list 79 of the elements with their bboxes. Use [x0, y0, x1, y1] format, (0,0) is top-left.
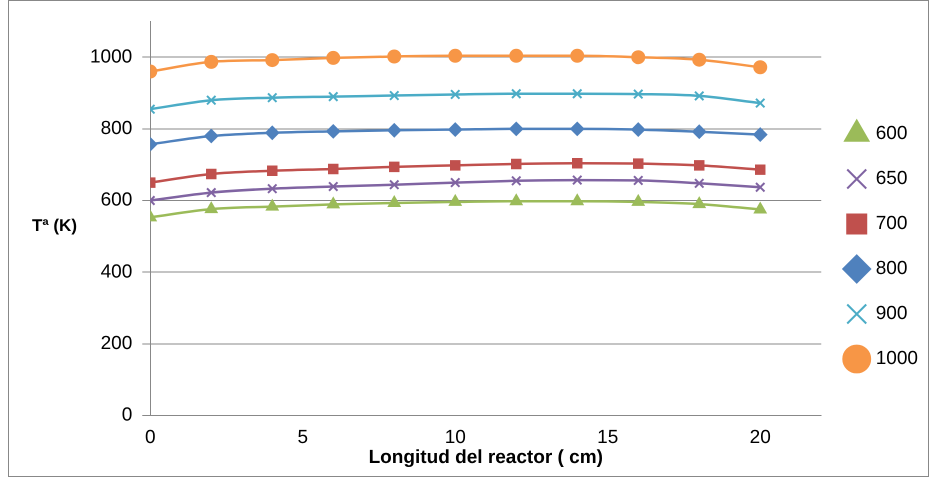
- x-tick-label: 5: [297, 427, 308, 448]
- point: [387, 123, 402, 138]
- y-tick-label: 200: [100, 333, 132, 354]
- point: [631, 50, 646, 64]
- point: [633, 175, 644, 186]
- y-tick-label: 800: [100, 118, 132, 140]
- y-tick-label: 0: [122, 404, 132, 426]
- x-tick-label: 10: [444, 427, 466, 448]
- point: [326, 50, 340, 65]
- point: [327, 197, 340, 208]
- point: [633, 88, 644, 100]
- point: [510, 194, 522, 206]
- point: [754, 182, 766, 192]
- legend-label: 650: [876, 168, 908, 190]
- point: [511, 88, 522, 99]
- point: [450, 177, 460, 188]
- point: [267, 166, 278, 176]
- point: [206, 168, 217, 180]
- point: [389, 90, 400, 101]
- point: [509, 48, 524, 63]
- y-axis-title: Tª (K): [32, 216, 77, 236]
- point: [206, 94, 217, 106]
- x-tick-label: 0: [144, 427, 156, 448]
- point: [266, 200, 278, 211]
- y-tick-label: 1000: [90, 46, 132, 68]
- point: [694, 90, 704, 102]
- point: [753, 60, 768, 74]
- point: [754, 164, 766, 175]
- point: [509, 122, 524, 136]
- point: [267, 183, 278, 194]
- legend-label: 1000: [876, 348, 918, 370]
- point: [204, 129, 218, 144]
- y-tick-label: 600: [100, 190, 132, 211]
- point: [267, 92, 278, 103]
- point: [754, 98, 766, 108]
- point: [265, 126, 280, 140]
- point: [572, 158, 582, 168]
- point: [632, 194, 644, 206]
- point: [694, 178, 704, 189]
- point: [328, 181, 338, 192]
- point: [572, 174, 582, 186]
- y-tick-label: 400: [100, 261, 132, 282]
- point: [570, 122, 584, 136]
- x-tick-label: 15: [597, 427, 618, 448]
- point: [572, 88, 582, 99]
- legend-label: 600: [876, 123, 908, 144]
- point: [450, 160, 460, 171]
- point: [326, 124, 340, 138]
- point: [570, 48, 584, 63]
- point: [449, 194, 462, 206]
- point: [205, 202, 218, 214]
- point: [511, 158, 522, 170]
- point: [694, 160, 704, 171]
- point: [389, 179, 400, 190]
- point: [204, 54, 218, 69]
- point: [389, 162, 400, 172]
- point: [693, 197, 706, 208]
- x-tick-label: 20: [750, 427, 771, 448]
- point: [265, 53, 280, 68]
- legend-label: 800: [876, 258, 908, 280]
- point: [450, 89, 460, 100]
- point: [387, 50, 402, 64]
- x-axis-title: Longitud del reactor ( cm): [368, 446, 603, 468]
- point: [206, 187, 217, 198]
- legend-label: 700: [876, 213, 908, 234]
- point: [328, 164, 338, 174]
- point: [633, 158, 644, 169]
- point: [448, 48, 462, 63]
- point: [631, 122, 646, 137]
- point: [448, 122, 462, 137]
- point: [754, 202, 766, 214]
- point: [753, 128, 768, 142]
- point: [388, 196, 400, 207]
- point: [692, 124, 706, 139]
- point: [571, 194, 584, 206]
- legend-label: 900: [876, 303, 908, 324]
- point: [511, 176, 522, 186]
- point: [328, 91, 338, 102]
- point: [692, 52, 706, 67]
